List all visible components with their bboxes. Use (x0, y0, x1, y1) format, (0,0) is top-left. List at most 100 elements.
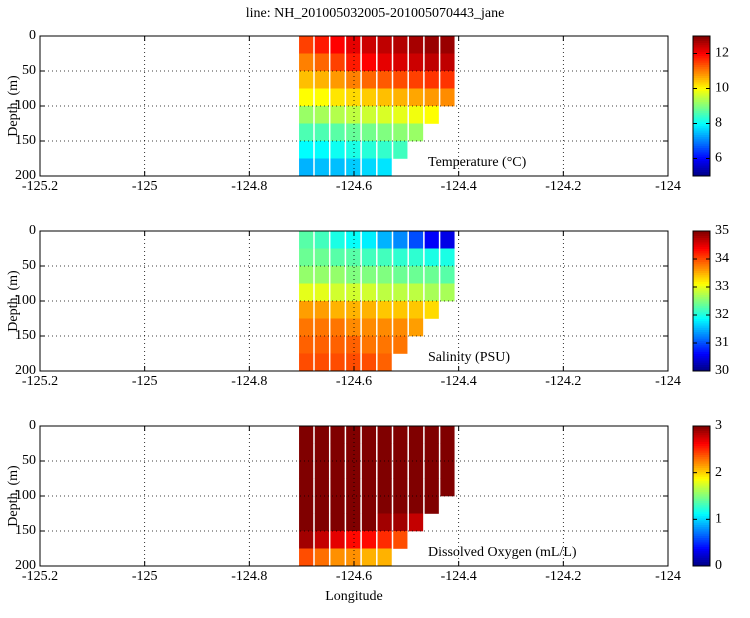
x-tick-label: -124.6 (336, 179, 372, 194)
colorbar-step (693, 75, 710, 79)
heat-cell (424, 36, 439, 54)
heat-cell (299, 301, 314, 319)
heat-cell (314, 426, 329, 444)
heat-cell (393, 301, 408, 319)
heat-cell (299, 443, 314, 462)
colorbar-step (693, 426, 710, 429)
heat-cell (393, 36, 408, 54)
heat-cell (377, 318, 392, 337)
y-tick-label: 200 (15, 558, 36, 573)
colorbar-step (693, 485, 710, 488)
plot-frame (39, 35, 669, 177)
heat-cell (330, 158, 345, 177)
colorbar-step (693, 53, 710, 57)
heat-cell (330, 443, 345, 462)
colorbar-step (693, 127, 710, 131)
heat-cell (330, 231, 345, 249)
colorbar-step (693, 552, 710, 556)
heat-cell (330, 283, 345, 302)
colorbar-step (693, 450, 710, 453)
heat-cell (377, 231, 392, 249)
heat-cell (393, 266, 408, 284)
heat-cell (299, 318, 314, 337)
heat-cell (377, 531, 392, 549)
colorbar-step (693, 114, 710, 118)
heat-cell (361, 443, 377, 462)
heat-cell (440, 443, 455, 462)
colorbar-tick-label: 35 (715, 223, 729, 238)
colorbar-step (693, 73, 710, 76)
colorbar-step (693, 526, 710, 530)
heat-cell (361, 513, 377, 532)
heat-cell (361, 353, 377, 372)
heat-cell (377, 88, 392, 107)
heat-cell (377, 478, 392, 497)
heat-cell (299, 53, 314, 72)
colorbar-step (693, 246, 710, 249)
heat-cell (314, 123, 329, 142)
heat-cell (330, 513, 345, 532)
heat-cell (361, 141, 377, 159)
heat-cell (299, 106, 314, 124)
colorbar-step (693, 502, 710, 506)
heat-cell (346, 336, 361, 354)
heat-cell (440, 248, 455, 267)
y-axis-label: Depth, (m) (6, 270, 21, 332)
colorbar-step (693, 500, 710, 504)
heat-cell (408, 513, 424, 532)
heat-cell (440, 478, 455, 497)
colorbar-step (693, 136, 710, 140)
colorbar-tick-label: 31 (715, 335, 729, 350)
colorbar-step (693, 303, 710, 306)
heat-cell (346, 248, 361, 267)
colorbar-step (693, 68, 710, 72)
heat-cell (393, 513, 408, 532)
heat-cell (314, 461, 329, 479)
heat-cell (314, 53, 329, 72)
colorbar-step (693, 550, 710, 554)
colorbar-step (693, 489, 710, 493)
y-tick-label: 100 (15, 488, 36, 503)
colorbar-step (693, 171, 710, 175)
colorbar-step (693, 40, 710, 44)
x-tick-label: -124.6 (336, 374, 372, 389)
heat-cell (377, 426, 392, 444)
heat-cell (330, 106, 345, 124)
colorbar-step (693, 64, 710, 68)
colorbar-step (693, 528, 710, 532)
y-tick-label: 150 (15, 133, 36, 148)
heat-cell (330, 88, 345, 107)
colorbar-step (693, 331, 710, 335)
x-tick-label: -125 (132, 374, 158, 389)
colorbar-step (693, 447, 710, 451)
colorbar-step (693, 46, 710, 50)
colorbar-step (693, 432, 710, 436)
colorbar-step (693, 430, 710, 434)
colorbar-step (693, 285, 710, 289)
heat-cell (361, 123, 377, 142)
y-tick-label: 50 (22, 63, 36, 78)
heat-cell (361, 53, 377, 72)
heat-cell (377, 158, 392, 177)
colorbar-step (693, 84, 710, 87)
heat-cell (361, 71, 377, 89)
heat-cell (393, 318, 408, 337)
colorbar-step (693, 121, 710, 124)
heat-cell (408, 106, 424, 124)
heat-cell (377, 71, 392, 89)
colorbar-step (693, 250, 710, 254)
heat-cell (377, 36, 392, 54)
heat-cell (346, 353, 361, 372)
heat-cell (330, 531, 345, 549)
heat-cell (377, 283, 392, 302)
heat-cell (408, 248, 424, 267)
heat-cell (314, 336, 329, 354)
y-tick-label: 100 (15, 98, 36, 113)
heat-cell (361, 283, 377, 302)
colorbar-step (693, 235, 710, 239)
colorbar-step (693, 342, 710, 346)
heat-cell (393, 71, 408, 89)
heat-cell (299, 478, 314, 497)
heat-cell (330, 36, 345, 54)
colorbar-step (693, 548, 710, 552)
